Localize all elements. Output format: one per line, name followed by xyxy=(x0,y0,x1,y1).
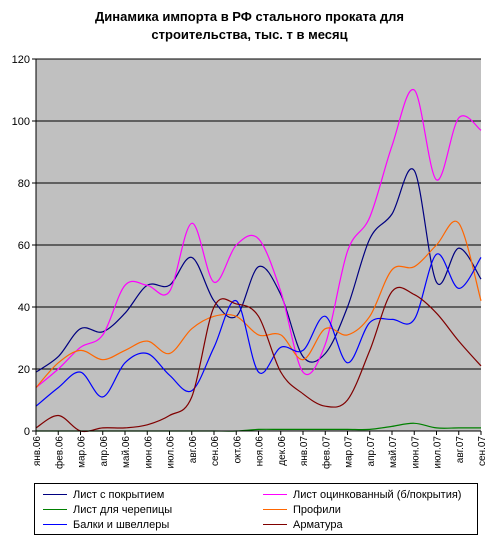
legend-label: Лист с покрытием xyxy=(73,489,165,501)
legend-item: Лист с покрытием xyxy=(43,488,164,503)
x-tick-label: сен.07 xyxy=(477,436,488,466)
series-line-4 xyxy=(35,253,482,407)
y-tick-label: 40 xyxy=(18,302,30,314)
x-tick-label: ноя.06 xyxy=(255,436,266,467)
x-tick-label: янв.07 xyxy=(299,436,310,467)
x-tick-label: май.07 xyxy=(388,436,399,468)
chart-title-line-2: строительства, тыс. т в месяц xyxy=(151,27,348,42)
x-tick-label: фев.06 xyxy=(53,436,65,469)
legend-swatch xyxy=(263,523,287,525)
legend-swatch xyxy=(263,508,287,510)
x-tick-label: сен.06 xyxy=(210,436,221,466)
x-tick-label: фев.07 xyxy=(320,436,332,469)
x-tick-label: апр.06 xyxy=(99,436,110,467)
legend-item: Балки и швеллеры xyxy=(43,518,169,533)
chart-title-line-1: Динамика импорта в РФ стального проката … xyxy=(95,9,404,24)
y-tick-label: 0 xyxy=(24,426,30,438)
legend-label: Лист для черепицы xyxy=(73,504,173,516)
series-line-0 xyxy=(35,168,482,373)
legend-swatch xyxy=(43,493,67,495)
legend: Лист с покрытием Лист оцинкованный (б/пок… xyxy=(34,483,478,535)
series-line-1 xyxy=(35,89,482,389)
x-tick-label: мар.06 xyxy=(77,436,88,468)
legend-label: Арматура xyxy=(293,519,343,531)
legend-swatch xyxy=(43,523,67,525)
y-tick-label: 100 xyxy=(12,116,30,128)
x-tick-label: мар.07 xyxy=(344,436,355,468)
legend-label: Балки и швеллеры xyxy=(73,519,170,531)
series-line-5 xyxy=(35,286,482,433)
x-tick-label: май.06 xyxy=(121,436,132,468)
series-line-3 xyxy=(35,220,482,389)
x-tick-label: авг.06 xyxy=(188,436,199,464)
legend-label: Профили xyxy=(293,504,341,516)
legend-item: Профили xyxy=(263,503,341,518)
y-tick-label: 60 xyxy=(18,240,30,252)
x-tick-label: окт.06 xyxy=(232,436,243,464)
series-lines xyxy=(35,89,482,433)
y-tick-label: 80 xyxy=(18,178,30,190)
legend-swatch xyxy=(263,493,287,495)
x-tick-label: апр.07 xyxy=(366,436,377,467)
x-tick-label: дек.06 xyxy=(277,436,288,466)
x-tick-label: июн.06 xyxy=(143,436,154,469)
x-tick-label: июл.06 xyxy=(166,436,177,469)
y-tick-label: 120 xyxy=(12,54,30,66)
legend-item: Арматура xyxy=(263,518,343,533)
chart-title: Динамика импорта в РФ стального проката … xyxy=(0,8,499,44)
y-axis-ticks: 0 20 40 60 80 100 120 xyxy=(12,54,36,438)
legend-swatch xyxy=(43,508,67,510)
x-tick-label: янв.06 xyxy=(32,436,43,467)
legend-item: Лист для черепицы xyxy=(43,503,172,518)
legend-item: Лист оцинкованный (б/покрытия) xyxy=(263,488,461,503)
x-tick-label: авг.07 xyxy=(455,436,466,464)
y-tick-label: 20 xyxy=(18,364,30,376)
x-tick-label: июн.07 xyxy=(410,436,421,469)
legend-label: Лист оцинкованный (б/покрытия) xyxy=(293,489,462,501)
x-tick-label: июл.07 xyxy=(433,436,444,469)
x-axis-ticks: янв.06 фев.06 мар.06 апр.06 май.06 июн.06 июл.… xyxy=(32,431,488,469)
gridlines xyxy=(36,58,481,370)
